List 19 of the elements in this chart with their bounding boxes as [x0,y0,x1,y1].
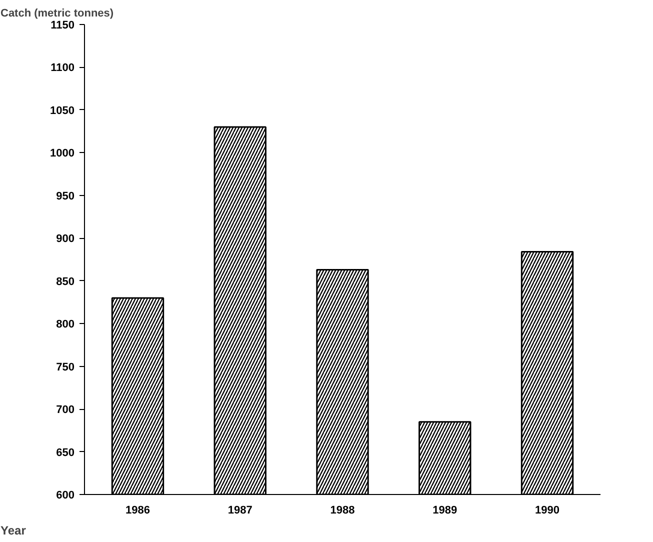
y-tick-label: 950 [56,190,75,202]
y-tick-label: 800 [56,318,75,331]
x-tick-label: 1986 [126,504,150,516]
x-tick-label: 1988 [330,504,355,516]
x-tick-label: 1989 [432,504,458,516]
y-tick-label: 1150 [50,20,75,32]
y-tick-label: 1000 [50,148,75,160]
y-axis-title: Catch (metric tonnes) [0,8,114,20]
y-tick-label: 700 [56,404,75,416]
y-tick-label: 650 [56,446,75,459]
y-tick-label: 750 [56,361,75,374]
y-tick-label: 900 [56,233,75,246]
y-tick-label: 1100 [50,62,75,74]
x-tick-label: 1990 [535,504,560,516]
y-tick-label: 600 [56,490,75,502]
y-tick-label: 850 [56,276,75,288]
y-tick-label: 1050 [50,104,75,117]
x-axis-title: Year [0,524,26,538]
x-tick-label: 1987 [228,504,252,516]
